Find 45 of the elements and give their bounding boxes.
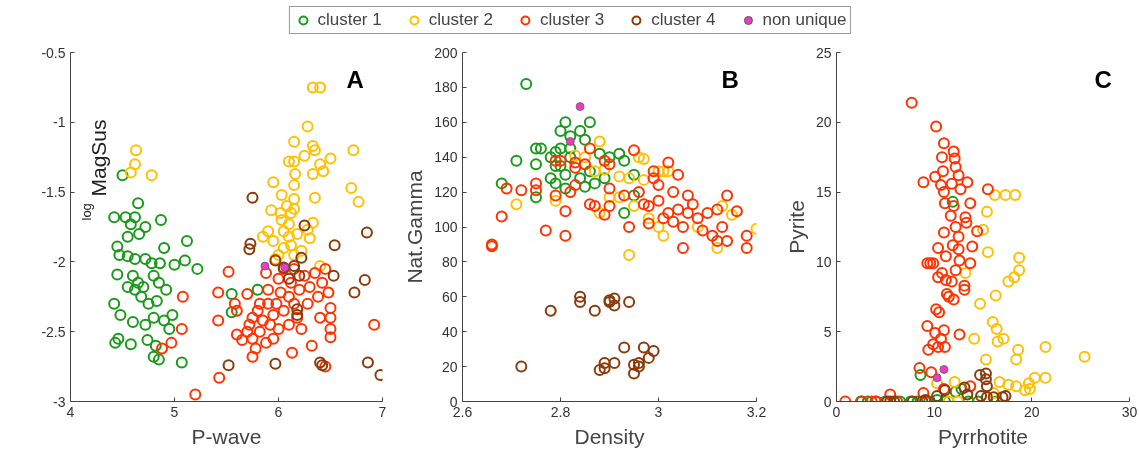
annotation: B xyxy=(721,66,739,94)
y-tick-label: 10 xyxy=(815,253,832,270)
y-axis-title: Nat.Gamma xyxy=(403,170,427,284)
x-tick-label: 4 xyxy=(66,403,75,420)
x-tick-label: 3.2 xyxy=(746,403,767,420)
annotation: A xyxy=(346,66,364,94)
legend-label: non unique xyxy=(762,10,847,30)
legend-label: cluster 1 xyxy=(317,10,382,30)
x-tick-label: 6 xyxy=(274,403,283,420)
y-tick-label: 160 xyxy=(434,114,458,131)
y-tick-label: 140 xyxy=(434,149,458,166)
y-tick-label: -1 xyxy=(53,114,66,131)
y-tick-label: 180 xyxy=(434,79,458,96)
x-tick-label: 7 xyxy=(378,403,387,420)
y-tick-label: -2.5 xyxy=(41,323,66,340)
y-tick-label: 200 xyxy=(434,44,458,61)
x-tick-label: 20 xyxy=(1024,403,1040,420)
legend-label: cluster 2 xyxy=(428,10,493,30)
y-tick-label: 120 xyxy=(434,184,458,201)
y-axis-title: logMagSus xyxy=(79,119,110,221)
x-tick-label: 3 xyxy=(654,403,663,420)
y-tick-label: 20 xyxy=(441,358,458,375)
x-tick-label: 2.8 xyxy=(550,403,571,420)
x-tick-label: 30 xyxy=(1121,403,1138,420)
legend-label: cluster 4 xyxy=(651,10,716,30)
x-axis-title: Pyrrhotite xyxy=(938,424,1028,448)
y-tick-label: -1.5 xyxy=(41,184,66,201)
y-tick-label: -0.5 xyxy=(41,44,66,61)
y-tick-label: -3 xyxy=(53,393,66,410)
y-tick-label: 15 xyxy=(815,184,832,201)
y-tick-label: 20 xyxy=(815,114,832,131)
y-tick-label: 5 xyxy=(823,323,832,340)
y-tick-label: 40 xyxy=(441,323,458,340)
y-axis-title: Pyrite xyxy=(784,200,808,254)
x-tick-label: 5 xyxy=(170,403,179,420)
y-tick-label: 100 xyxy=(434,219,458,235)
y-tick-label: -2 xyxy=(53,253,66,270)
y-tick-label: 25 xyxy=(815,44,832,61)
y-tick-label: 60 xyxy=(441,288,458,305)
annotation: C xyxy=(1094,66,1112,94)
x-tick-label: 10 xyxy=(926,403,943,420)
y-tick-label: 80 xyxy=(441,253,458,270)
x-axis-title: P-wave xyxy=(191,424,262,448)
legend-label: cluster 3 xyxy=(539,10,605,30)
x-axis-title: Density xyxy=(574,424,646,448)
